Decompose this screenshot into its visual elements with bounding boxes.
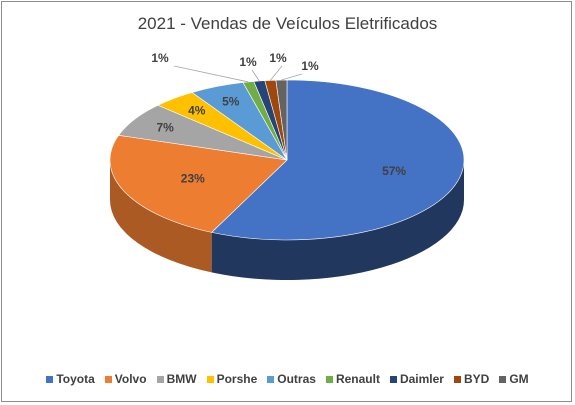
legend-label: GM: [509, 372, 529, 386]
legend-item-gm: GM: [499, 372, 529, 386]
legend-label: Outras: [277, 372, 316, 386]
leader-line-byd: [270, 65, 283, 81]
pie-side-toyota: [211, 160, 464, 280]
pie-slice-toyota: [211, 79, 465, 241]
legend-item-daimler: Daimler: [389, 372, 444, 386]
legend-item-bmw: BMW: [156, 372, 197, 386]
legend-item-porshe: Porshe: [206, 372, 258, 386]
legend-label: Porshe: [216, 372, 258, 386]
leader-line-renault: [173, 65, 249, 83]
legend-label: Volvo: [114, 372, 147, 386]
legend-swatch: [325, 375, 333, 383]
data-label-volvo: 23%: [181, 171, 205, 185]
legend-item-volvo: Volvo: [104, 372, 147, 386]
legend-item-toyota: Toyota: [46, 372, 95, 386]
data-label-gm: 1%: [301, 59, 319, 73]
legend-swatch: [156, 375, 164, 383]
legend-swatch: [104, 375, 112, 383]
legend-item-outras: Outras: [267, 372, 316, 386]
leader-line-daimler: [251, 69, 260, 82]
legend-label: Daimler: [399, 372, 444, 386]
legend-label: BMW: [166, 372, 197, 386]
legend-swatch: [46, 375, 54, 383]
data-label-renault: 1%: [151, 51, 169, 65]
chart-title: 2021 - Vendas de Veículos Eletrificados: [137, 14, 438, 33]
data-label-porshe: 4%: [188, 104, 206, 118]
pie-slice-volvo: [109, 134, 288, 233]
legend-swatch: [499, 375, 507, 383]
data-label-daimler: 1%: [239, 55, 257, 69]
legend-label: Renault: [335, 372, 380, 386]
legend-swatch: [453, 375, 461, 383]
legend-item-byd: BYD: [453, 372, 490, 386]
legend: Toyota Volvo BMW Porshe Outras Renault Daimler…: [0, 371, 575, 387]
leader-line-gm: [281, 73, 303, 81]
data-label-bmw: 7%: [156, 120, 174, 134]
legend-label: BYD: [463, 372, 490, 386]
legend-swatch: [267, 375, 275, 383]
legend-swatch: [389, 375, 397, 383]
pie-slice-gm: [275, 79, 288, 161]
legend-item-renault: Renault: [325, 372, 380, 386]
legend-swatch: [206, 375, 214, 383]
data-label-outras: 5%: [222, 94, 240, 108]
data-label-toyota: 57%: [382, 164, 406, 178]
legend-label: Toyota: [56, 372, 95, 386]
data-label-byd: 1%: [269, 51, 287, 65]
